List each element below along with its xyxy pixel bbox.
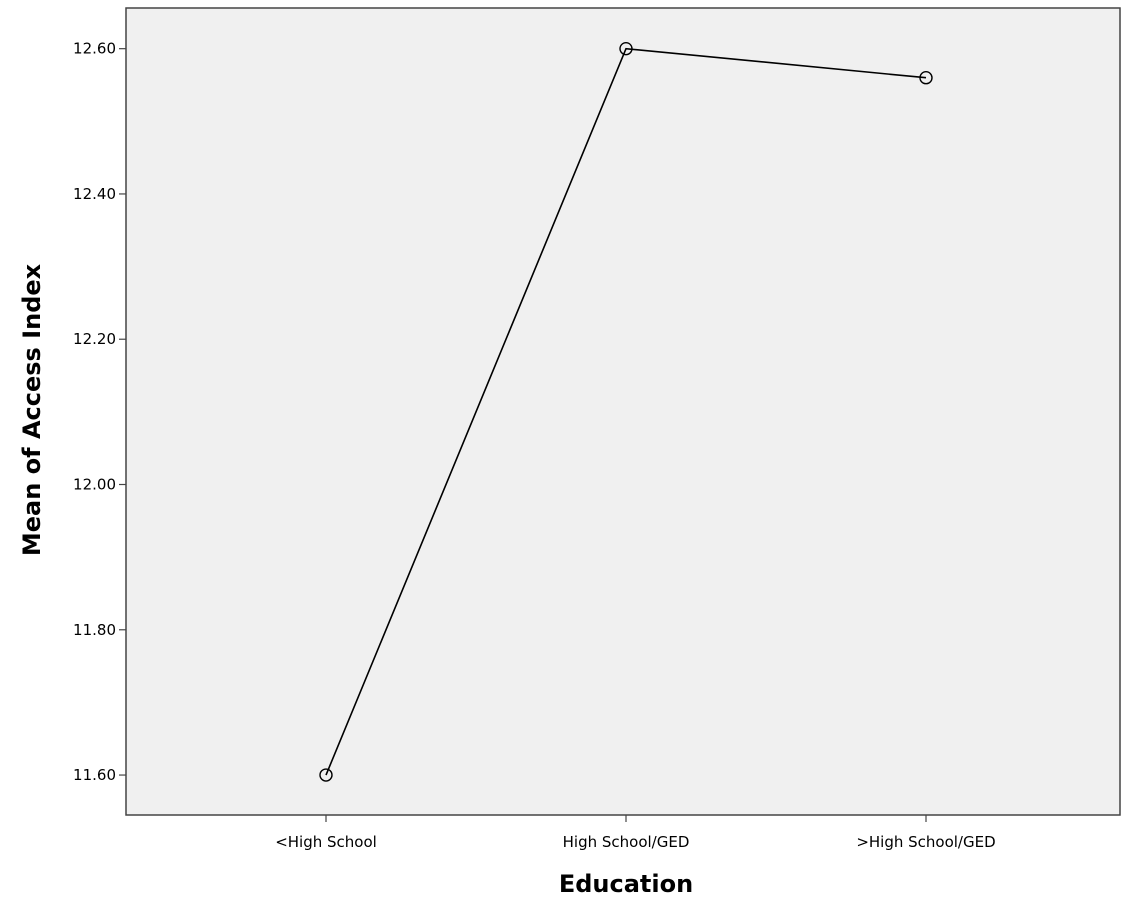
x-axis-title: Education <box>559 870 693 898</box>
y-tick-label: 11.80 <box>73 621 116 639</box>
y-tick-label: 12.60 <box>73 40 116 58</box>
x-tick-label: >High School/GED <box>856 833 995 851</box>
data-point-marker <box>319 768 333 782</box>
series-group <box>319 41 933 782</box>
y-tick-label: 12.00 <box>73 476 116 494</box>
x-tick-label: High School/GED <box>563 833 690 851</box>
x-tick-label: <High School <box>275 833 377 851</box>
y-axis-title: Mean of Access Index <box>18 263 46 556</box>
y-tick-label: 12.20 <box>73 330 116 348</box>
y-tick-label: 11.60 <box>73 766 116 784</box>
plot-area <box>125 7 1121 816</box>
data-point-marker <box>619 41 633 56</box>
data-point-marker <box>919 71 933 85</box>
series-line <box>325 47 927 776</box>
x-axis: <High School High School/GED >High School/… <box>275 815 996 851</box>
y-tick-label: 12.40 <box>73 185 116 203</box>
y-axis: 11.60 11.80 12.00 12.20 12.40 12.60 <box>73 40 126 784</box>
